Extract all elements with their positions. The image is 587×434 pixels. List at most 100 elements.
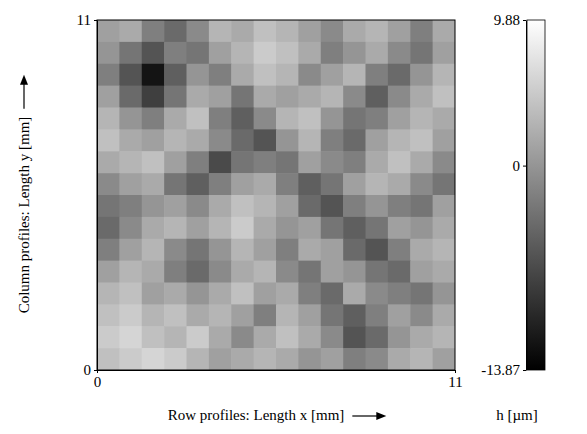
heatmap-cell	[209, 261, 232, 283]
heatmap-cell	[187, 108, 210, 130]
colorbar	[527, 20, 545, 370]
heatmap-cell	[321, 217, 344, 239]
heatmap-cell	[276, 151, 299, 173]
heatmap-cell	[164, 304, 187, 326]
colorbar-tick-mark	[523, 166, 526, 167]
heatmap-cell	[97, 326, 120, 348]
heatmap-cell	[366, 261, 389, 283]
heatmap-cell	[97, 283, 120, 305]
heatmap-cell	[119, 108, 142, 130]
heatmap-cell	[209, 217, 232, 239]
heatmap-cell	[119, 326, 142, 348]
heatmap-cell	[164, 173, 187, 195]
heatmap-cell	[388, 348, 411, 370]
y-title-arrow	[23, 83, 24, 109]
heatmap-cell	[119, 64, 142, 86]
heatmap-cell	[298, 42, 321, 64]
heatmap-cell	[231, 304, 254, 326]
heatmap-cell	[321, 20, 344, 42]
heatmap-cell	[276, 304, 299, 326]
heatmap-cell	[209, 86, 232, 108]
heatmap-cell	[187, 42, 210, 64]
heatmap-cell	[276, 20, 299, 42]
heatmap-cell	[231, 195, 254, 217]
heatmap-cell	[119, 239, 142, 261]
heatmap-cell	[343, 348, 366, 370]
heatmap-cell	[97, 217, 120, 239]
heatmap-cell	[119, 20, 142, 42]
heatmap-cell	[276, 86, 299, 108]
heatmap-cell	[187, 20, 210, 42]
heatmap-cell	[366, 64, 389, 86]
y-axis: 0 11	[77, 12, 98, 378]
y-tick: 0	[84, 362, 98, 378]
heatmap-cell	[433, 348, 455, 370]
colorbar-tick-label: -13.87	[481, 362, 520, 378]
heatmap-cell	[366, 151, 389, 173]
heatmap-cell	[187, 86, 210, 108]
heatmap-cell	[97, 195, 120, 217]
colorbar-tick-mark	[523, 20, 526, 21]
heatmap-cell	[343, 64, 366, 86]
heatmap-cell	[276, 261, 299, 283]
heatmap-cell	[231, 42, 254, 64]
heatmap-cell	[276, 64, 299, 86]
x-title-arrow	[352, 415, 378, 416]
heatmap-cell	[97, 86, 120, 108]
heatmap-cell	[142, 42, 165, 64]
heatmap-cell	[321, 195, 344, 217]
heatmap-cell	[231, 151, 254, 173]
heatmap-cell	[164, 283, 187, 305]
heatmap-cell	[231, 217, 254, 239]
y-tick-label: 11	[77, 12, 91, 28]
heatmap-cell	[209, 304, 232, 326]
heatmap-cell	[254, 195, 277, 217]
heatmap-cell	[433, 261, 455, 283]
heatmap-cell	[343, 173, 366, 195]
heatmap-cell	[433, 42, 455, 64]
heatmap-cell	[254, 304, 277, 326]
colorbar-title: h [µm]	[496, 407, 538, 423]
heatmap-cell	[321, 304, 344, 326]
heatmap-cell	[164, 217, 187, 239]
heatmap-cell	[164, 326, 187, 348]
heatmap-cell	[410, 239, 433, 261]
heatmap-cell	[410, 261, 433, 283]
heatmap-cell	[276, 173, 299, 195]
heatmap-cell	[366, 195, 389, 217]
heatmap-cell	[410, 173, 433, 195]
heatmap-cell	[254, 108, 277, 130]
heatmap-cell	[142, 86, 165, 108]
heatmap-cell	[254, 217, 277, 239]
heatmap-cell	[388, 108, 411, 130]
heatmap-cell	[433, 129, 455, 151]
heatmap-cell	[119, 42, 142, 64]
heatmap-cell	[366, 217, 389, 239]
heatmap-cell	[343, 217, 366, 239]
heatmap-cell	[97, 108, 120, 130]
colorbar-tick: 0	[513, 158, 527, 174]
heatmap-cell	[97, 261, 120, 283]
heatmap-cell	[187, 348, 210, 370]
heatmap-cell	[209, 348, 232, 370]
heatmap-cell	[231, 86, 254, 108]
colorbar-tick: -13.87	[481, 362, 526, 378]
heatmap-cell	[433, 20, 455, 42]
chart: 011011-13.8709.88Row profiles: Length x …	[0, 0, 587, 434]
heatmap-cell	[321, 86, 344, 108]
heatmap-cell	[164, 151, 187, 173]
heatmap-cell	[410, 86, 433, 108]
heatmap-cell	[366, 283, 389, 305]
x-tick-mark	[455, 370, 456, 373]
heatmap-cell	[388, 64, 411, 86]
heatmap-cell	[410, 151, 433, 173]
heatmap-cell	[388, 304, 411, 326]
heatmap-cell	[298, 108, 321, 130]
heatmap-cell	[97, 239, 120, 261]
heatmap-cell	[187, 217, 210, 239]
x-title-arrowhead	[376, 412, 386, 420]
heatmap-cell	[254, 261, 277, 283]
heatmap-cell	[164, 108, 187, 130]
heatmap-cell	[366, 86, 389, 108]
heatmap-cell	[433, 173, 455, 195]
